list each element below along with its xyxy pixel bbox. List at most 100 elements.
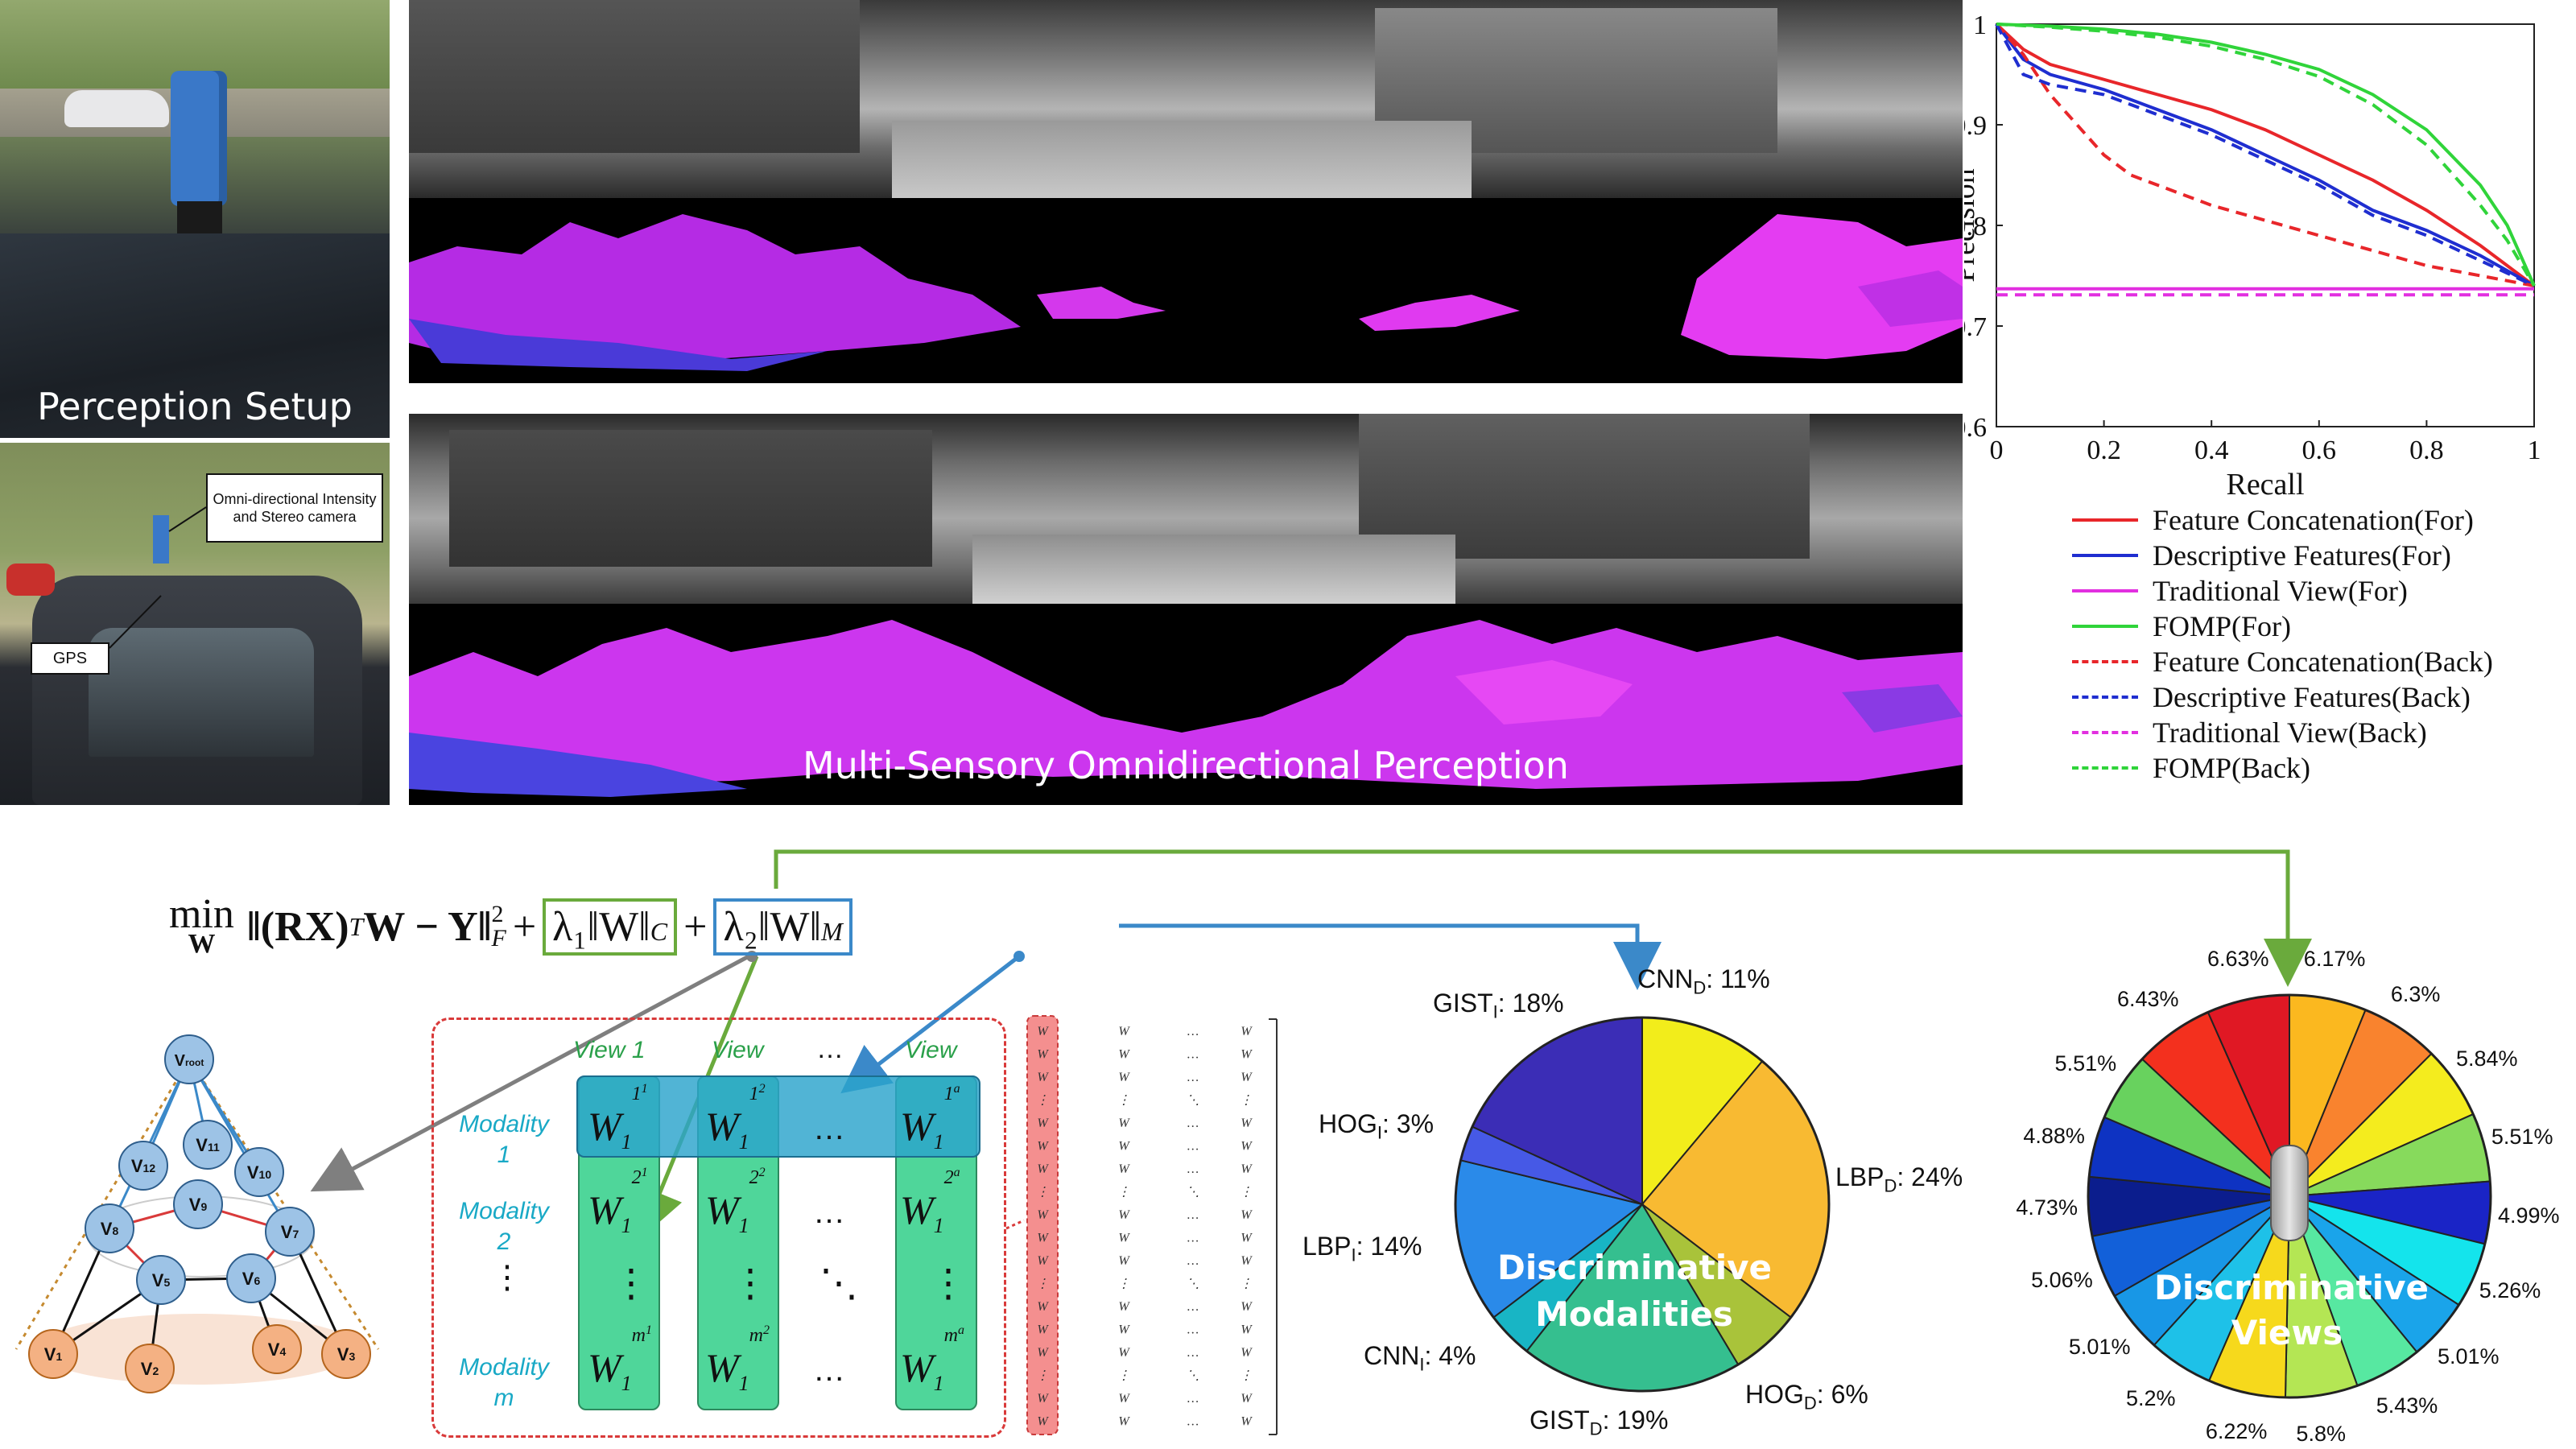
pie-label-cnn-d: CNND: 11%	[1637, 964, 1770, 998]
small-cell-7-2: ⋱	[1187, 1186, 1199, 1199]
node-v10-label: V10	[247, 1162, 271, 1183]
small-cell-11-1: ⋮	[1117, 1278, 1130, 1291]
series-line-1	[1995, 23, 2535, 287]
modality-m-label: Modality m	[459, 1354, 549, 1411]
camera-on-roof-icon	[153, 515, 169, 564]
small-cell-16-2: …	[1187, 1392, 1199, 1406]
small-cell-3-0: ⋮	[1036, 1094, 1049, 1108]
w-rowm-col2: W1m2	[705, 1323, 770, 1395]
eq-min-sub: W	[188, 929, 216, 959]
y-axis-label: Precision	[1964, 168, 1981, 282]
node-v8-label: V8	[101, 1219, 119, 1239]
pie-label-hog-i: HOGI: 3%	[1319, 1109, 1435, 1143]
gps-annotation-box: GPS	[31, 642, 109, 675]
small-cell-14-2: …	[1187, 1346, 1199, 1360]
view-pct-label-11: 5.01%	[2068, 1334, 2131, 1359]
small-cell-5-0: W	[1037, 1140, 1049, 1154]
precision-recall-chart: 0 0.2 0.4 0.6 0.8 1 0.6 0.7 0.8 0.9 1 Recall Precisi…	[1964, 10, 2541, 499]
small-cell-6-0: W	[1037, 1162, 1049, 1176]
small-cell-8-2: …	[1187, 1208, 1199, 1222]
view-pct-label-7: 5.43%	[2376, 1393, 2438, 1418]
w-row1-cola: W11a	[900, 1082, 960, 1154]
x-tick-label-3: 0.6	[2302, 436, 2337, 465]
node-v6	[226, 1253, 276, 1303]
row1-hdots: …	[813, 1111, 845, 1146]
legend-label-4: Feature Concatenation(Back)	[2153, 646, 2493, 678]
eq-main2: W − Y‖	[363, 903, 492, 950]
graph-nodes: Vroot V11 V12 V10 V9 V8 V7 V5 V6 V1 V2 V…	[28, 1034, 371, 1393]
view-pct-label-2: 5.84%	[2455, 1046, 2518, 1071]
car-top-icon	[2270, 1145, 2309, 1241]
green-connector-top	[774, 849, 2312, 987]
view-graph: Vroot V11 V12 V10 V9 V8 V7 V5 V6 V1 V2 V…	[14, 1034, 380, 1393]
camera-device-icon	[171, 71, 227, 206]
small-cell-15-0: ⋮	[1036, 1369, 1049, 1383]
small-cell-3-3: ⋮	[1240, 1094, 1253, 1108]
node-v3-label: V3	[337, 1344, 356, 1364]
small-cell-13-0: W	[1037, 1323, 1049, 1337]
small-cell-5-3: W	[1241, 1140, 1253, 1154]
small-cell-4-1: W	[1118, 1117, 1130, 1130]
small-cell-6-3: W	[1241, 1162, 1253, 1176]
small-cell-8-1: W	[1118, 1208, 1130, 1222]
w-row2-cola: W12a	[900, 1166, 960, 1237]
small-cell-0-3: W	[1241, 1025, 1253, 1038]
legend-label-2: Traditional View(For)	[2153, 575, 2408, 607]
depth-map-1	[409, 214, 1963, 371]
col2-vdots: ⋮	[731, 1262, 770, 1305]
legend-swatch-1	[2072, 554, 2138, 557]
pie-label-lbp-i: LBPI: 14%	[1302, 1232, 1422, 1265]
small-cell-9-1: W	[1118, 1232, 1130, 1245]
eq-sup-t: T	[349, 911, 364, 941]
small-cell-7-1: ⋮	[1117, 1186, 1130, 1199]
node-v6-label: V6	[242, 1269, 261, 1289]
node-v1	[28, 1329, 78, 1379]
series-line-4	[1995, 23, 2535, 287]
depth-map-2	[409, 620, 1963, 797]
view-pct-label-3: 5.51%	[2491, 1124, 2553, 1149]
view-pct-label-9: 6.22%	[2205, 1419, 2268, 1444]
small-cell-14-1: W	[1118, 1346, 1130, 1360]
small-cell-5-2: …	[1187, 1140, 1199, 1154]
gray-arrow-to-graph	[310, 954, 750, 1192]
perception-setup-photo: Perception Setup	[0, 0, 390, 438]
row2-hdots: …	[813, 1195, 845, 1230]
small-cell-12-0: W	[1037, 1300, 1049, 1314]
depth-region-center	[1037, 287, 1166, 319]
small-cell-15-1: ⋮	[1117, 1369, 1130, 1383]
x-tick-label-5: 1	[2528, 436, 2541, 465]
blue-dot	[1013, 951, 1025, 962]
eq-norm-sup: 2	[491, 901, 504, 927]
depth-region-b	[409, 733, 747, 797]
small-cell-7-0: ⋮	[1036, 1186, 1049, 1199]
small-cell-8-3: W	[1241, 1208, 1253, 1222]
view-dots: …	[816, 1034, 844, 1064]
road-decoration	[972, 535, 1455, 604]
camera-annotation-text: Omni-directional Intensity and Stereo ca…	[213, 491, 377, 525]
matrix-bracket-connector	[1005, 1219, 1025, 1230]
depth-region-c	[1455, 660, 1633, 724]
small-cell-12-2: …	[1187, 1300, 1199, 1314]
panorama-2-intensity	[409, 414, 1963, 604]
node-root-label: Vroot	[175, 1052, 204, 1070]
node-v11	[183, 1120, 233, 1170]
eq-plus-1: +	[512, 903, 537, 950]
small-cell-0-2: …	[1187, 1025, 1199, 1038]
small-cell-1-3: W	[1241, 1048, 1253, 1062]
annotation-arrows	[109, 506, 207, 649]
view-pct-label-15: 5.51%	[2054, 1051, 2117, 1076]
camera-annotation-box: Omni-directional Intensity and Stereo ca…	[206, 473, 383, 543]
pie-discriminative-modalities	[1454, 1016, 1831, 1393]
legend-item-6: Traditional View(Back)	[2072, 715, 2427, 750]
legend-item-4: Feature Concatenation(Back)	[2072, 644, 2493, 679]
legend-swatch-6	[2072, 731, 2138, 734]
legend-item-1: Descriptive Features(For)	[2072, 538, 2451, 573]
node-v12-label: V12	[131, 1156, 155, 1176]
view-pct-label-6: 5.01%	[2438, 1344, 2500, 1368]
small-cell-16-0: W	[1037, 1392, 1049, 1406]
small-cell-9-2: …	[1187, 1232, 1199, 1245]
small-cell-1-0: W	[1037, 1048, 1049, 1062]
small-cell-10-3: W	[1241, 1254, 1253, 1268]
w-row2-col2: W122	[705, 1166, 766, 1237]
panorama-1-depth	[409, 198, 1963, 383]
